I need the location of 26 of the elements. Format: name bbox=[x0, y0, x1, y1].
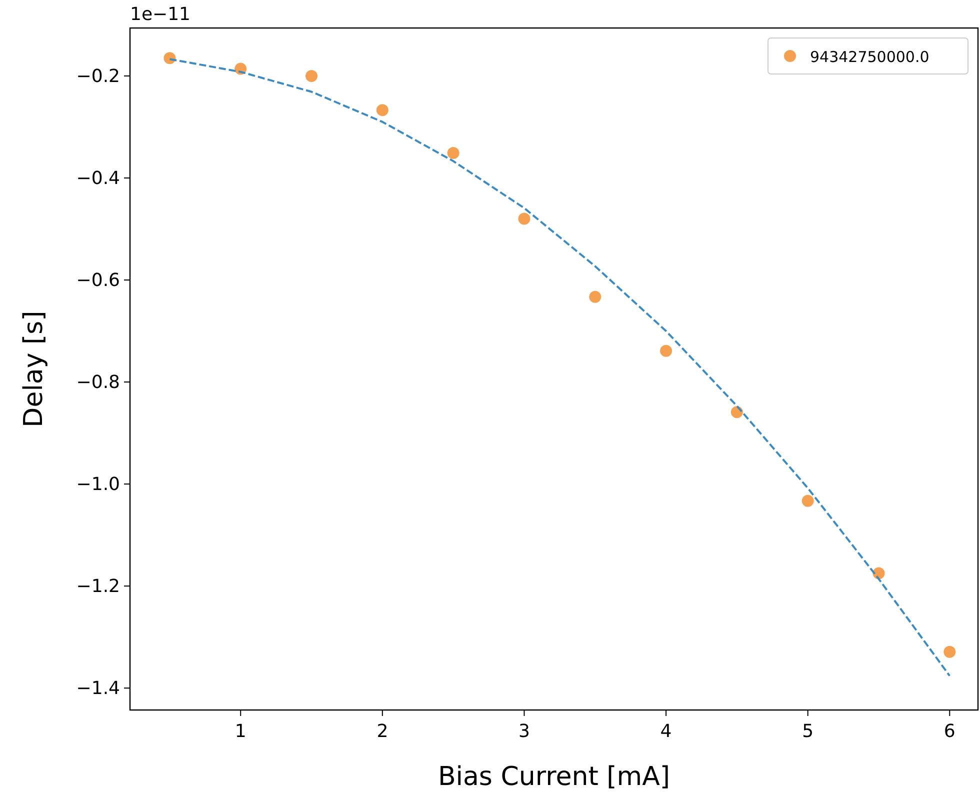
x-tick-label: 4 bbox=[660, 721, 672, 742]
point bbox=[589, 290, 602, 303]
x-axis-title: Bias Current [mA] bbox=[438, 762, 670, 792]
legend-label: 94342750000.0 bbox=[810, 48, 930, 66]
y-tick-label: −0.8 bbox=[76, 372, 120, 394]
x-tick-label: 2 bbox=[376, 721, 388, 742]
x-tick-label: 6 bbox=[944, 721, 956, 742]
x-tick-label: 5 bbox=[802, 721, 814, 742]
point bbox=[447, 146, 460, 159]
point bbox=[164, 52, 176, 64]
point bbox=[660, 344, 672, 357]
point bbox=[306, 70, 318, 82]
x-tick-label: 3 bbox=[518, 721, 530, 742]
y-tick-label: −1.0 bbox=[76, 474, 120, 496]
y-tick-label: −0.2 bbox=[76, 66, 120, 87]
y-tick-label: −0.6 bbox=[76, 270, 120, 291]
point bbox=[944, 646, 956, 658]
point bbox=[802, 494, 814, 507]
y-axis-title: Delay [s] bbox=[19, 310, 49, 428]
point bbox=[376, 104, 388, 116]
text: 1e−11 bbox=[130, 4, 191, 25]
y-tick-label: −1.2 bbox=[76, 576, 120, 598]
x-tick-label: 1 bbox=[234, 721, 246, 742]
y-tick-label: −0.4 bbox=[76, 168, 120, 189]
y-tick-label: −1.4 bbox=[76, 678, 120, 700]
point bbox=[518, 212, 530, 225]
